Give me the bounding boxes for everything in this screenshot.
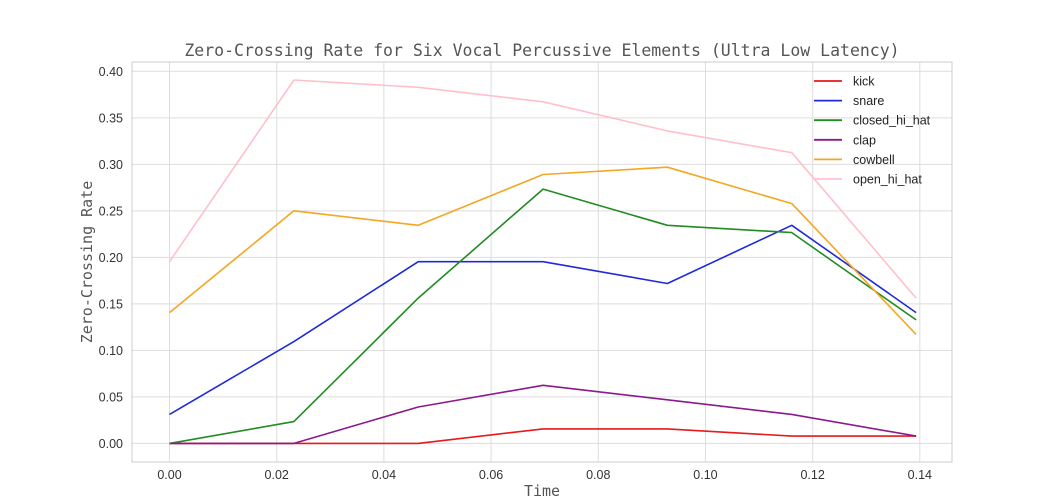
x-tick-label: 0.06 xyxy=(479,468,503,482)
y-axis-label: Zero-Crossing Rate xyxy=(78,181,96,344)
grid xyxy=(132,62,952,462)
x-tick-label: 0.12 xyxy=(800,468,824,482)
series-lines xyxy=(168,79,917,445)
legend-label: open_hi_hat xyxy=(853,173,922,187)
series-line-clap xyxy=(169,384,917,445)
y-tick-label: 0.40 xyxy=(99,65,123,79)
series-line-open-hi-hat xyxy=(168,79,917,299)
x-tick-label: 0.08 xyxy=(586,468,610,482)
y-tick-label: 0.05 xyxy=(99,390,123,404)
y-tick-label: 0.35 xyxy=(99,111,123,125)
x-axis-label: Time xyxy=(524,482,560,500)
y-axis-ticks: 0.00 0.05 0.10 0.15 0.20 0.25 0.30 0.35 0.40 xyxy=(99,65,123,451)
chart-title: Zero-Crossing Rate for Six Vocal Percuss… xyxy=(184,41,899,60)
y-tick-label: 0.15 xyxy=(99,297,123,311)
legend-label: closed_hi_hat xyxy=(853,114,931,128)
x-axis-ticks: 0.00 0.02 0.04 0.06 0.08 0.10 0.12 0.14 xyxy=(157,468,932,482)
x-tick-label: 0.00 xyxy=(157,468,181,482)
legend-label: cowbell xyxy=(853,153,895,167)
series-line-kick xyxy=(169,428,917,445)
x-tick-label: 0.14 xyxy=(908,468,932,482)
y-tick-label: 0.10 xyxy=(99,344,123,358)
x-tick-label: 0.10 xyxy=(693,468,717,482)
x-tick-label: 0.04 xyxy=(372,468,396,482)
series-line-cowbell xyxy=(168,166,917,335)
series-line-snare xyxy=(169,224,917,416)
y-tick-label: 0.25 xyxy=(99,204,123,218)
plot-area xyxy=(131,61,953,463)
y-tick-label: 0.00 xyxy=(99,437,123,451)
x-tick-label: 0.02 xyxy=(265,468,289,482)
y-tick-label: 0.30 xyxy=(99,158,123,172)
legend-label: snare xyxy=(853,94,884,108)
legend-label: kick xyxy=(853,75,875,89)
legend-label: clap xyxy=(853,133,876,147)
series-line-closed-hi-hat xyxy=(169,188,917,445)
y-tick-label: 0.20 xyxy=(99,251,123,265)
